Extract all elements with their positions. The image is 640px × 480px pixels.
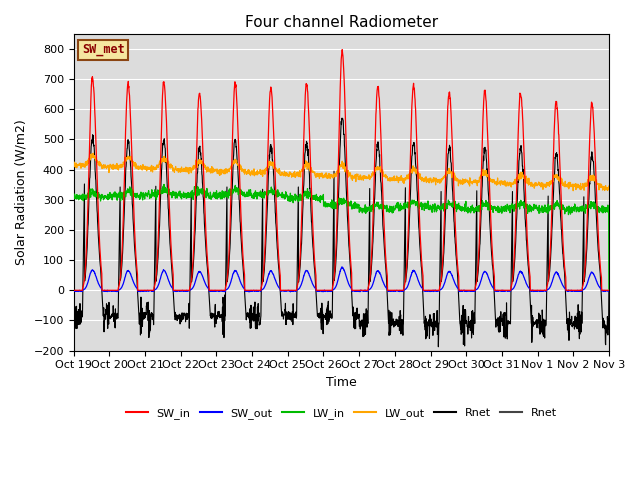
SW_out — [70, 288, 77, 294]
Legend: SW_in, SW_out, LW_in, LW_out, Rnet, Rnet: SW_in, SW_out, LW_in, LW_out, Rnet, Rnet — [121, 404, 561, 423]
SW_out — [369, 281, 376, 287]
SW_in — [369, 233, 376, 239]
LW_in — [605, 286, 612, 292]
LW_out — [497, 180, 505, 185]
LW_out — [605, 183, 612, 189]
Rnet — [369, 249, 376, 255]
Line: SW_out: SW_out — [74, 267, 609, 292]
Rnet — [219, 294, 227, 300]
Rnet — [605, 288, 612, 293]
SW_out — [558, 281, 566, 287]
SW_in — [357, 288, 365, 293]
SW_in — [497, 288, 505, 293]
X-axis label: Time: Time — [326, 376, 356, 389]
Rnet — [497, 313, 505, 319]
LW_in — [220, 189, 227, 194]
Rnet — [357, 321, 365, 327]
LW_in — [497, 207, 505, 213]
SW_in — [219, 288, 227, 293]
LW_in — [70, 196, 77, 202]
SW_out — [497, 288, 505, 294]
SW_out — [605, 288, 612, 294]
Rnet — [435, 344, 442, 349]
LW_out — [369, 173, 376, 179]
SW_in — [573, 288, 580, 293]
SW_out — [357, 288, 365, 293]
SW_out — [287, 289, 294, 295]
LW_in — [369, 204, 376, 210]
LW_out — [573, 183, 580, 189]
Line: SW_in: SW_in — [74, 49, 609, 290]
SW_in — [70, 288, 77, 293]
SW_out — [219, 288, 227, 294]
LW_in — [357, 208, 365, 214]
LW_in — [573, 206, 580, 212]
LW_in — [160, 181, 168, 187]
SW_in — [605, 288, 612, 293]
Rnet — [70, 314, 77, 320]
Text: SW_met: SW_met — [82, 44, 125, 57]
LW_out — [357, 173, 365, 179]
LW_out — [570, 188, 577, 193]
LW_in — [558, 205, 566, 211]
SW_out — [338, 264, 346, 270]
Rnet — [573, 325, 580, 331]
SW_out — [573, 288, 580, 294]
SW_in — [339, 47, 346, 52]
LW_out — [70, 164, 77, 169]
LW_out — [558, 176, 566, 181]
Rnet — [558, 238, 566, 244]
Title: Four channel Radiometer: Four channel Radiometer — [244, 15, 438, 30]
Line: LW_in: LW_in — [74, 184, 609, 289]
Y-axis label: Solar Radiation (W/m2): Solar Radiation (W/m2) — [15, 120, 28, 265]
Rnet — [338, 115, 346, 121]
LW_out — [89, 150, 97, 156]
SW_in — [558, 213, 566, 218]
LW_out — [220, 170, 227, 176]
Line: LW_out: LW_out — [74, 153, 609, 191]
Line: Rnet: Rnet — [74, 118, 609, 347]
